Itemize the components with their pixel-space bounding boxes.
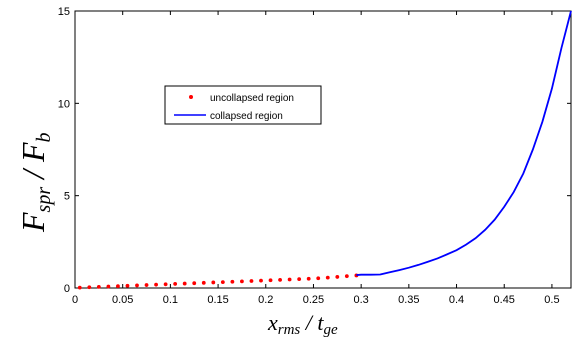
uncollapsed-data-point — [259, 278, 263, 283]
x-tick-label: 0.4 — [449, 294, 464, 306]
x-tick-label: 0.3 — [354, 294, 369, 306]
uncollapsed-data-point — [249, 279, 254, 283]
uncollapsed-data-point — [220, 280, 225, 284]
uncollapsed-data-point — [173, 282, 178, 286]
uncollapsed-data-point — [344, 274, 349, 279]
uncollapsed-data-point — [125, 283, 130, 288]
uncollapsed-data-point — [116, 284, 120, 289]
x-axis-title: xrms / tge — [267, 310, 338, 338]
y-axis: 0 5 10 15 — [58, 6, 571, 295]
uncollapsed-data-point — [211, 280, 216, 285]
legend-dot-marker — [189, 95, 193, 99]
x-tick-label: 0.45 — [494, 294, 515, 306]
axes-box — [74, 10, 572, 289]
y-tick-label: 0 — [64, 283, 70, 295]
uncollapsed-data-point — [96, 284, 101, 289]
uncollapsed-data-point — [192, 281, 197, 286]
y-tick-label: 15 — [58, 6, 70, 18]
x-axis: 0 0.05 0.1 0.15 0.2 0.25 0.3 0.35 0.4 0.45 0.5 — [72, 11, 560, 306]
uncollapsed-data-point — [163, 282, 168, 287]
x-tick-label: 0.1 — [163, 294, 178, 306]
uncollapsed-data-point — [240, 279, 244, 284]
uncollapsed-data-point — [230, 279, 235, 284]
x-tick-label: 0.05 — [112, 294, 133, 306]
uncollapsed-data-point — [325, 275, 330, 280]
uncollapsed-data-point — [316, 276, 321, 281]
x-tick-label: 0.25 — [303, 294, 324, 306]
uncollapsed-data-point — [297, 277, 302, 282]
legend-label-collapsed: collapsed region — [210, 111, 283, 122]
plot-area — [74, 10, 572, 289]
x-tick-label: 0 — [72, 294, 78, 306]
uncollapsed-data-point — [287, 277, 292, 282]
x-tick-label: 0.5 — [544, 294, 559, 306]
uncollapsed-data-point — [278, 277, 282, 282]
x-tick-label: 0.15 — [207, 294, 228, 306]
x-tick-label: 0.2 — [258, 294, 273, 306]
uncollapsed-data-point — [87, 285, 92, 290]
uncollapsed-data-point — [335, 275, 340, 279]
uncollapsed-data-point — [306, 276, 311, 281]
uncollapsed-data-point — [201, 280, 206, 285]
y-tick-label: 10 — [58, 98, 70, 110]
legend-label-uncollapsed: uncollapsed region — [210, 93, 294, 104]
collapsed-region-line — [356, 10, 572, 276]
y-axis-title: Fspr / Fb — [15, 132, 55, 233]
uncollapsed-data-point — [144, 283, 149, 287]
uncollapsed-data-point — [268, 278, 273, 283]
series-layer — [77, 10, 572, 290]
uncollapsed-data-point — [77, 285, 82, 290]
uncollapsed-data-point — [154, 282, 158, 287]
uncollapsed-data-point — [182, 281, 187, 286]
legend-box — [164, 85, 322, 125]
legend: uncollapsed region collapsed region — [164, 85, 322, 125]
uncollapsed-data-point — [135, 283, 139, 288]
uncollapsed-data-point — [106, 284, 111, 289]
x-tick-label: 0.35 — [398, 294, 419, 306]
y-tick-label: 5 — [64, 191, 70, 203]
